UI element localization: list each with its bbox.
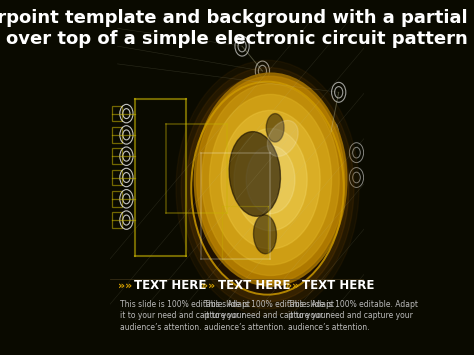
Bar xyxy=(112,127,122,143)
Ellipse shape xyxy=(254,215,276,254)
Ellipse shape xyxy=(229,132,281,216)
Ellipse shape xyxy=(267,120,298,157)
Bar xyxy=(112,148,122,164)
Bar xyxy=(112,212,122,228)
Text: TEXT HERE: TEXT HERE xyxy=(134,279,206,292)
Circle shape xyxy=(176,60,359,316)
Text: TEXT HERE: TEXT HERE xyxy=(302,279,374,292)
Text: This slide is 100% editable. Adapt
it to your need and capture your
audience’s a: This slide is 100% editable. Adapt it to… xyxy=(204,300,334,332)
Text: TEXT HERE: TEXT HERE xyxy=(218,279,290,292)
Text: »»: »» xyxy=(118,281,132,291)
Text: This slide is 100% editable. Adapt
it to your need and capture your
audience’s a: This slide is 100% editable. Adapt it to… xyxy=(120,300,250,332)
Text: Powerpoint template and background with a partial globe
over top of a simple ele: Powerpoint template and background with … xyxy=(0,9,474,48)
Circle shape xyxy=(246,146,295,214)
Circle shape xyxy=(186,75,349,302)
Circle shape xyxy=(194,73,347,286)
Text: This slide is 100% editable. Adapt
it to your need and capture your
audience’s a: This slide is 100% editable. Adapt it to… xyxy=(288,300,418,332)
Ellipse shape xyxy=(266,114,284,142)
Circle shape xyxy=(191,82,344,295)
Text: »»: »» xyxy=(201,281,216,291)
Bar xyxy=(112,191,122,207)
Bar xyxy=(112,106,122,121)
Circle shape xyxy=(210,94,332,265)
Circle shape xyxy=(202,84,339,275)
Circle shape xyxy=(234,129,307,231)
Bar xyxy=(112,170,122,185)
Circle shape xyxy=(181,67,354,309)
Circle shape xyxy=(197,76,345,283)
Text: »»: »» xyxy=(285,281,300,291)
Circle shape xyxy=(221,110,320,249)
